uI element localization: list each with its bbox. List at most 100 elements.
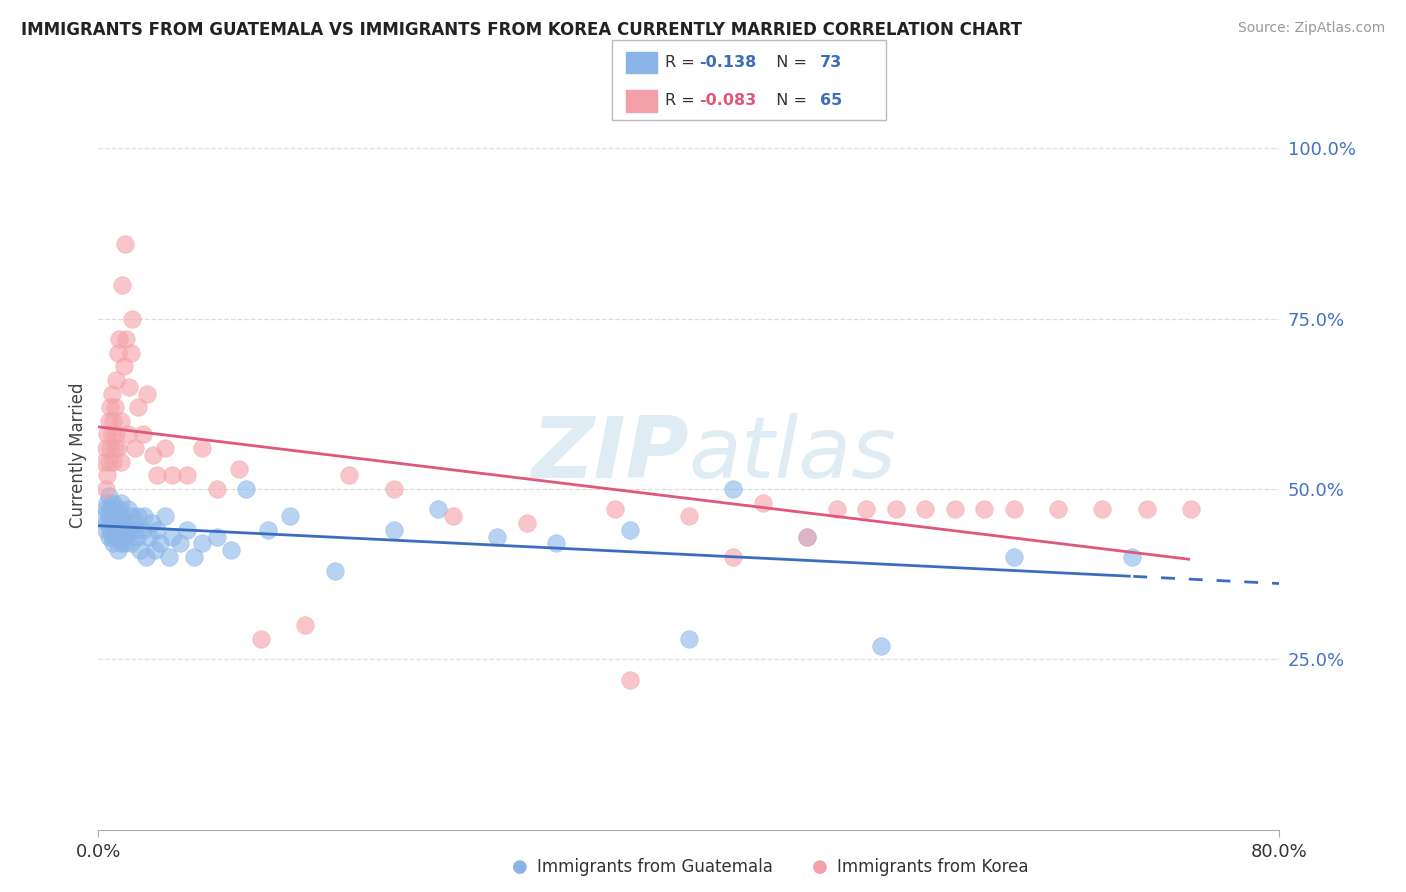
Point (117, 502, 139, 516)
Point (678, 509, 700, 524)
Point (162, 468, 183, 483)
Point (96, 427, 118, 442)
Point (96, 516, 118, 530)
Point (118, 523, 141, 537)
Point (115, 332, 138, 346)
Point (169, 536, 191, 550)
Point (105, 530, 128, 544)
Point (796, 530, 818, 544)
Point (146, 523, 169, 537)
Point (149, 536, 172, 550)
Point (114, 516, 136, 530)
Point (94, 523, 117, 537)
Text: Immigrants from Guatemala: Immigrants from Guatemala (537, 858, 773, 876)
Point (619, 673, 641, 687)
Point (110, 455, 132, 469)
Point (1002, 550, 1025, 565)
Point (118, 380, 141, 394)
Text: ●: ● (811, 858, 828, 876)
Point (98, 502, 121, 516)
Point (94, 502, 117, 516)
Point (105, 509, 128, 524)
Point (138, 530, 160, 544)
Point (1121, 550, 1143, 565)
Point (382, 523, 405, 537)
Point (973, 502, 995, 516)
Point (121, 311, 143, 326)
Point (104, 502, 127, 516)
Point (93, 455, 115, 469)
Point (678, 632, 700, 646)
Point (105, 427, 128, 442)
Point (110, 495, 132, 509)
Point (162, 530, 183, 544)
Point (93, 509, 115, 524)
Point (96, 468, 118, 483)
Point (135, 550, 157, 565)
Point (108, 502, 131, 516)
Point (120, 345, 142, 359)
Point (117, 427, 139, 442)
Point (111, 509, 134, 524)
Point (546, 536, 568, 550)
Text: ●: ● (512, 858, 529, 876)
Point (427, 502, 450, 516)
Point (382, 482, 405, 496)
Point (103, 455, 125, 469)
Point (103, 414, 125, 428)
Point (339, 468, 361, 483)
Point (1091, 502, 1114, 516)
Point (103, 495, 125, 509)
Point (108, 523, 131, 537)
Point (97, 455, 120, 469)
Point (605, 502, 627, 516)
Point (143, 543, 166, 558)
Point (228, 461, 250, 475)
Y-axis label: Currently Married: Currently Married (69, 382, 87, 528)
Point (128, 543, 150, 558)
Point (100, 530, 122, 544)
Text: Source: ZipAtlas.com: Source: ZipAtlas.com (1237, 21, 1385, 36)
Point (98, 401, 121, 415)
Point (104, 523, 127, 537)
Point (127, 509, 149, 524)
Point (132, 523, 155, 537)
Point (153, 441, 176, 455)
Point (122, 523, 145, 537)
Point (516, 516, 538, 530)
Point (1046, 502, 1070, 516)
Point (98, 523, 121, 537)
Point (1136, 502, 1159, 516)
Point (112, 359, 135, 374)
Point (107, 345, 129, 359)
Point (115, 530, 138, 544)
Text: IMMIGRANTS FROM GUATEMALA VS IMMIGRANTS FROM KOREA CURRENTLY MARRIED CORRELATION: IMMIGRANTS FROM GUATEMALA VS IMMIGRANTS … (21, 21, 1022, 39)
Point (235, 482, 257, 496)
Point (97, 489, 120, 503)
Point (100, 386, 122, 401)
Point (121, 509, 143, 524)
Point (191, 536, 214, 550)
Point (114, 536, 136, 550)
Point (855, 502, 877, 516)
Point (146, 468, 169, 483)
Point (142, 448, 165, 462)
Point (221, 543, 243, 558)
Point (1180, 502, 1202, 516)
Point (94, 441, 117, 455)
Point (153, 509, 176, 524)
Point (98, 441, 121, 455)
Point (97, 414, 120, 428)
Point (97, 530, 120, 544)
Text: N =: N = (766, 55, 813, 70)
Point (943, 502, 966, 516)
Point (107, 516, 129, 530)
Point (107, 441, 129, 455)
Point (294, 618, 316, 632)
Point (1002, 502, 1025, 516)
Point (96, 495, 118, 509)
Point (100, 509, 122, 524)
Point (110, 536, 132, 550)
Point (136, 386, 159, 401)
Point (111, 277, 134, 292)
